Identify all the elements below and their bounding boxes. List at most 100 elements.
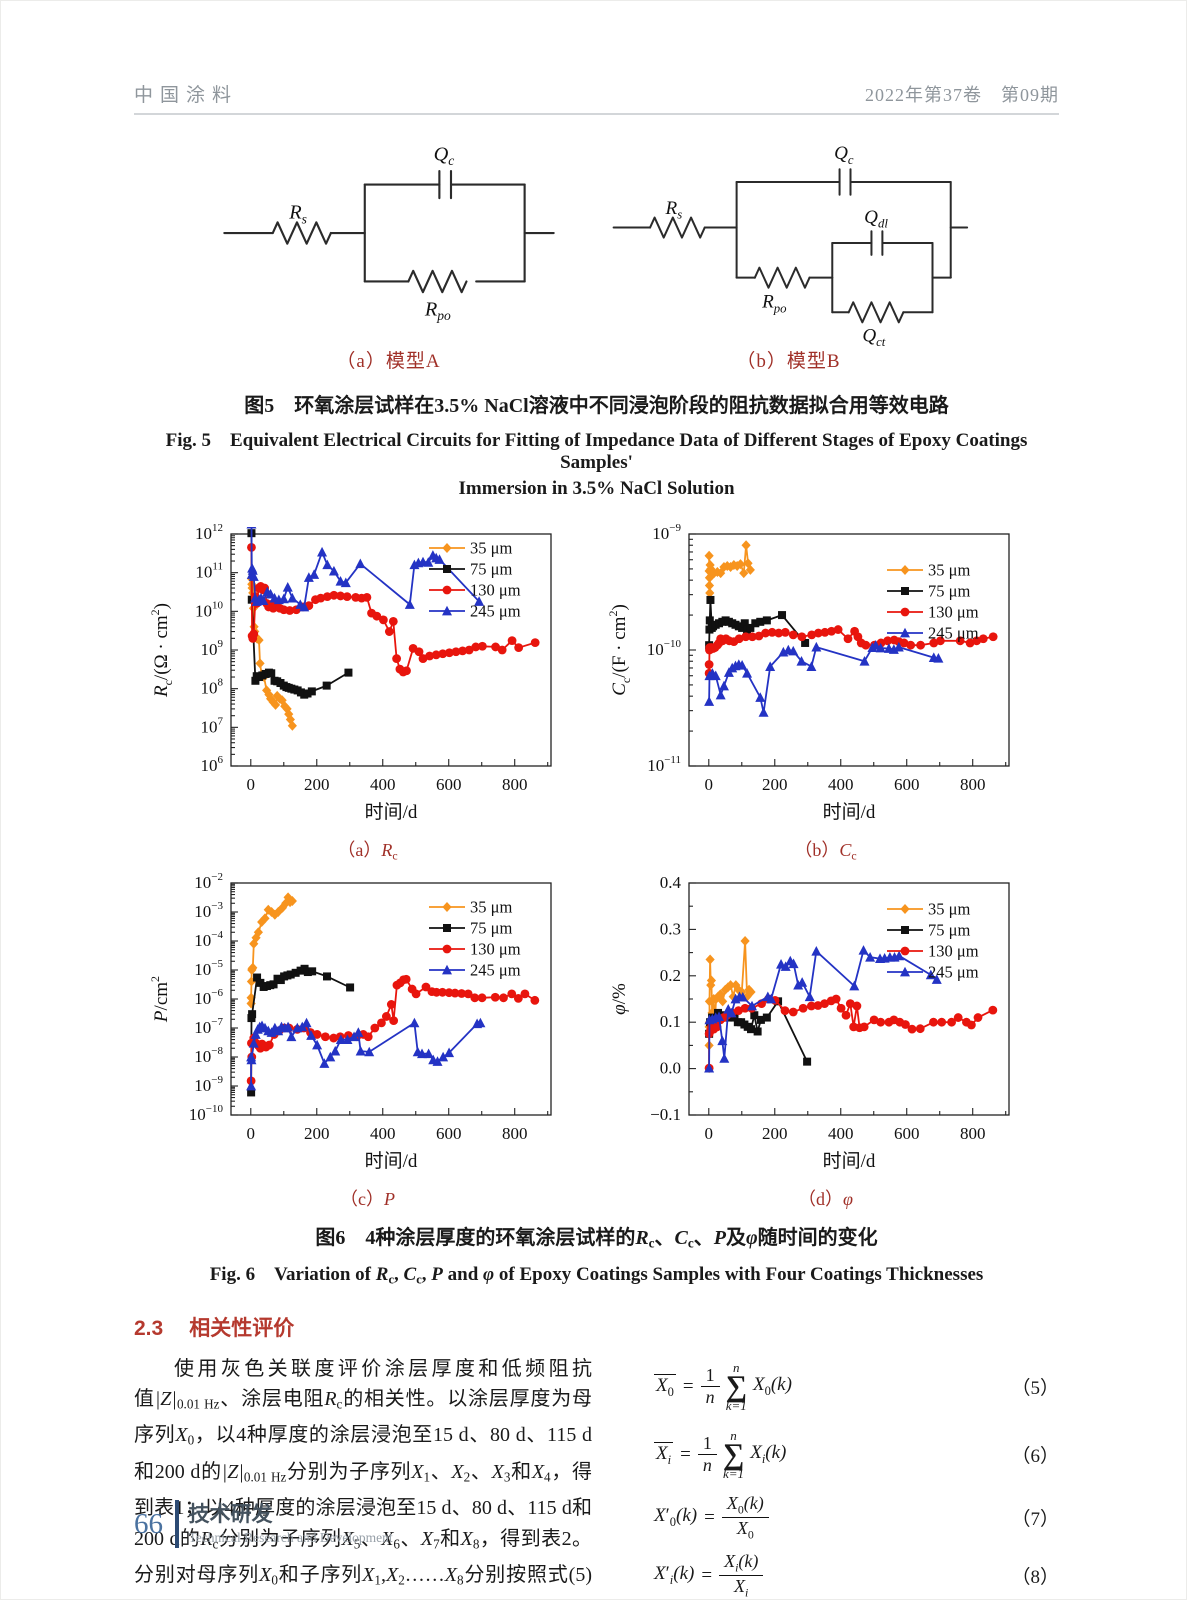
svg-text:800: 800 (501, 1124, 526, 1143)
svg-text:0.1: 0.1 (659, 1013, 680, 1032)
svg-text:75 μm: 75 μm (470, 919, 512, 938)
circuit-model-b-diagram: Rs Qc Qdl Rpo Qct (612, 143, 968, 346)
axis-labels: 0 200 400 600 800 时间/d 10−10 10−9 10−8 10−7 10−6 10… (148, 871, 527, 1172)
svg-text:10−10: 10−10 (188, 1103, 223, 1124)
series-245μm (245, 1018, 485, 1091)
svg-text:400: 400 (370, 1124, 396, 1143)
svg-text:200: 200 (304, 775, 330, 794)
issue-info: 2022年第37卷 第09期 (865, 85, 1059, 105)
svg-text:600: 600 (435, 1124, 461, 1143)
fig5-caption-en-line2: Immersion in 3.5% NaCl Solution (458, 478, 735, 499)
chart-cc-plot: 0 200 400 600 800 时间/d 10−11 10−10 10−9 Cc/(F · c… (606, 522, 1010, 823)
axis-labels: 0 200 400 600 800 时间/d −0.1 0.0 0.1 0.2 0.3 0.4 φ/% (609, 873, 985, 1172)
footer-divider-bar (175, 1500, 179, 1548)
chart-rc-plot: 0 200 400 600 800 时间/d 106 107 108 109 1010 1011 101… (148, 522, 552, 823)
svg-text:108: 108 (200, 677, 223, 698)
label-rpo: Rpo (423, 298, 450, 323)
equation-number: （5） (1011, 1378, 1059, 1399)
svg-text:130 μm: 130 μm (470, 940, 521, 959)
svg-text:106: 106 (200, 754, 223, 775)
capacitor-qc (838, 168, 852, 196)
equation-number: （6） (1011, 1446, 1059, 1467)
svg-text:10−2: 10−2 (194, 871, 223, 892)
circuit-model-a: Rs Qc Rpo （a）模型A (219, 141, 559, 373)
svg-text:130 μm: 130 μm (928, 942, 979, 961)
section-title: 相关性评价 (189, 1316, 295, 1340)
body-paragraph: 使用灰色关联度评价涂层厚度和低频阻抗值|Z|0.01 Hz、涂层电阻Rc的相关性… (134, 1357, 593, 1588)
svg-text:10−9: 10−9 (194, 1074, 223, 1095)
chart-p-subcaption: （c）P (340, 1189, 395, 1210)
page-footer: 66 技术研发 Technical Research and Developme… (134, 1500, 393, 1548)
fig5-caption-zh: 图5 环氧涂层试样在3.5% NaCl溶液中不同浸泡阶段的阻抗数据拟合用等效电路 (244, 395, 949, 417)
svg-text:75 μm: 75 μm (470, 560, 512, 579)
svg-text:0.4: 0.4 (659, 873, 681, 892)
axes (687, 533, 1010, 767)
xbari: Xi (654, 1441, 674, 1467)
legend: 35 μm 75 μm 130 μm 245 μm (886, 561, 979, 643)
svg-text:245 μm: 245 μm (470, 602, 521, 621)
chart-rc: 0 200 400 600 800 时间/d 106 107 108 109 1010 1011 101… (143, 518, 593, 863)
svg-text:0.0: 0.0 (659, 1059, 680, 1078)
fig5-caption-en-line1: Fig. 5 Equivalent Electrical Circuits fo… (165, 430, 1028, 473)
svg-text:10−7: 10−7 (194, 1016, 223, 1037)
chart-phi-plot: 0 200 400 600 800 时间/d −0.1 0.0 0.1 0.2 0.3 0.4 φ/% 3… (609, 873, 1010, 1172)
section-heading: 2.3 相关性评价 (134, 1312, 1059, 1342)
svg-text:时间/d: 时间/d (364, 1150, 417, 1172)
journal-name: 中国涂料 (134, 85, 239, 106)
series-group (245, 892, 539, 1097)
svg-text:800: 800 (501, 775, 526, 794)
svg-text:10−8: 10−8 (194, 1045, 223, 1066)
svg-text:245 μm: 245 μm (470, 961, 521, 980)
svg-text:107: 107 (200, 715, 223, 736)
chart-phi: 0 200 400 600 800 时间/d −0.1 0.0 0.1 0.2 0.3 0.4 φ/% 3… (601, 867, 1051, 1211)
svg-text:0: 0 (704, 1124, 713, 1143)
axis-labels: 0 200 400 600 800 时间/d 10−11 10−10 10−9 Cc/(F · c… (606, 522, 985, 823)
series-35μm (246, 892, 297, 1009)
svg-text:200: 200 (762, 1124, 788, 1143)
circuit-model-a-diagram: Rs Qc Rpo (222, 143, 555, 323)
resistor-qct (847, 301, 904, 324)
svg-text:−0.1: −0.1 (650, 1105, 681, 1124)
chart-p: 0 200 400 600 800 时间/d 10−10 10−9 10−8 10−7 10−6 10… (143, 867, 593, 1211)
svg-text:Rc/(Ω · cm2): Rc/(Ω · cm2) (148, 603, 175, 698)
svg-text:109: 109 (200, 638, 223, 659)
svg-text:600: 600 (893, 775, 919, 794)
header-rule (134, 113, 1059, 115)
legend: 35 μm 75 μm 130 μm 245 μm (428, 539, 521, 621)
svg-text:200: 200 (304, 1124, 330, 1143)
chart-phi-subcaption: （d）φ (798, 1189, 853, 1210)
svg-text:600: 600 (893, 1124, 919, 1143)
equation-8: X′i(k) = Xi(k) Xi （8） (654, 1550, 1059, 1600)
svg-text:10−4: 10−4 (194, 929, 223, 950)
svg-text:35 μm: 35 μm (470, 539, 512, 558)
label-qdl: Qdl (864, 207, 888, 231)
svg-text:10−10: 10−10 (646, 638, 681, 659)
svg-text:0.2: 0.2 (659, 966, 680, 985)
svg-text:1012: 1012 (195, 522, 223, 543)
label-rpo: Rpo (761, 292, 786, 316)
figure5-circuits: Rs Qc Rpo （a）模型A (134, 141, 1059, 373)
series-group (703, 936, 997, 1074)
svg-text:35 μm: 35 μm (470, 898, 512, 917)
svg-text:35 μm: 35 μm (928, 561, 970, 580)
svg-text:时间/d: 时间/d (822, 1150, 875, 1172)
equation-number: （8） (1011, 1567, 1059, 1588)
series-75μm (246, 965, 354, 1097)
svg-text:φ/%: φ/% (609, 983, 630, 1015)
section-number: 2.3 (134, 1316, 164, 1340)
fig6-caption-zh: 图6 4种涂层厚度的环氧涂层试样的Rc、Cc、P及φ随时间的变化 (315, 1227, 878, 1251)
label-qc: Qc (834, 143, 854, 167)
series-130μm (704, 625, 998, 678)
svg-text:0: 0 (704, 775, 713, 794)
svg-text:1011: 1011 (195, 561, 223, 582)
axes (687, 882, 1010, 1116)
svg-text:130 μm: 130 μm (928, 603, 979, 622)
series-group (703, 540, 998, 717)
svg-text:时间/d: 时间/d (364, 801, 417, 823)
series-35μm (704, 936, 756, 1074)
svg-text:0.3: 0.3 (659, 920, 680, 939)
